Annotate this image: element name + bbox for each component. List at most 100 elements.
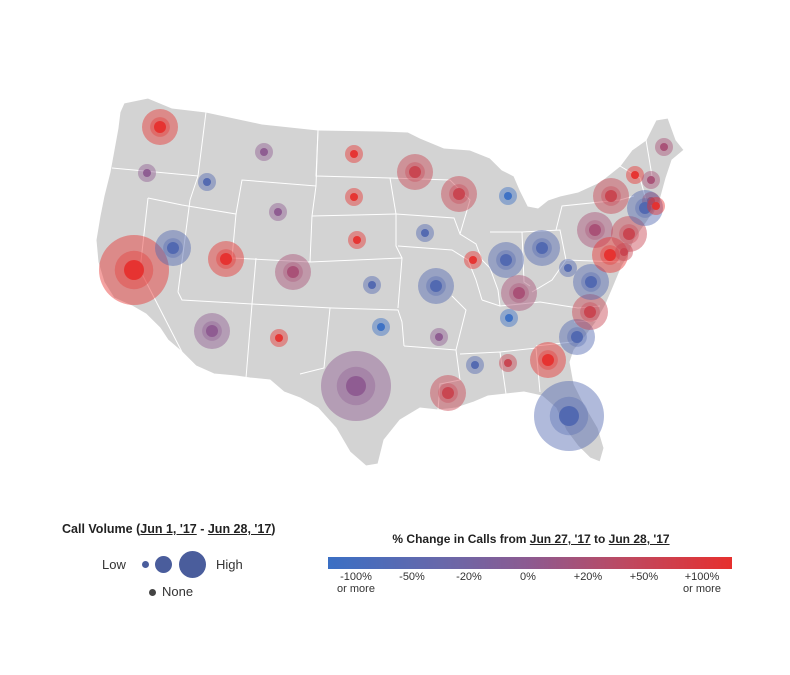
state-bubble[interactable] xyxy=(194,313,230,349)
state-bubble[interactable] xyxy=(255,143,273,161)
volume-low-label: Low xyxy=(102,557,126,572)
state-bubble[interactable] xyxy=(559,259,577,277)
state-bubble[interactable] xyxy=(611,216,647,252)
state-bubble-core xyxy=(124,260,144,280)
state-bubble-core xyxy=(453,188,465,200)
volume-high-dot xyxy=(179,551,206,578)
state-bubble[interactable] xyxy=(430,328,448,346)
state-bubble-core xyxy=(353,236,361,244)
percent-change-tick: +20% xyxy=(573,571,603,583)
state-bubble-core xyxy=(346,376,366,396)
volume-medium-dot xyxy=(155,556,172,573)
state-bubble[interactable] xyxy=(138,164,156,182)
state-borders xyxy=(111,111,653,411)
state-bubble-core xyxy=(542,354,554,366)
state-bubble-core xyxy=(584,306,596,318)
state-bubble[interactable] xyxy=(593,178,629,214)
call-volume-bubbles xyxy=(99,109,673,451)
state-bubble-core xyxy=(623,228,635,240)
state-bubble-core xyxy=(604,249,616,261)
state-bubble[interactable] xyxy=(572,294,608,330)
state-bubble[interactable] xyxy=(524,230,560,266)
state-bubble[interactable] xyxy=(499,187,517,205)
state-bubble-core xyxy=(274,208,282,216)
state-bubble-core xyxy=(504,192,512,200)
state-bubble[interactable] xyxy=(530,342,566,378)
state-bubble-core xyxy=(505,314,513,322)
state-bubble-core xyxy=(260,148,268,156)
percent-change-legend: % Change in Calls from Jun 27, '17 to Ju… xyxy=(326,532,736,612)
us-landmass xyxy=(95,97,685,467)
state-bubble[interactable] xyxy=(321,351,391,421)
state-bubble-core xyxy=(500,254,512,266)
call-volume-end-date: Jun 28, '17 xyxy=(207,522,272,536)
state-bubble-core xyxy=(442,387,454,399)
volume-low-dot xyxy=(142,561,149,568)
state-bubble-core xyxy=(287,266,299,278)
change-to-date: Jun 28, '17 xyxy=(608,532,670,546)
call-volume-legend-title: Call Volume (Jun 1, '17 - Jun 28, '17) xyxy=(62,522,276,536)
state-bubble-core xyxy=(203,178,211,186)
volume-none-label: None xyxy=(162,584,194,599)
percent-change-tick: -20% xyxy=(456,571,482,583)
state-bubble[interactable] xyxy=(363,276,381,294)
state-bubble-core xyxy=(513,287,525,299)
state-bubble[interactable] xyxy=(345,145,363,163)
state-bubble-core xyxy=(220,253,232,265)
state-bubble-core xyxy=(589,224,601,236)
state-bubble[interactable] xyxy=(627,190,663,226)
state-bubble[interactable] xyxy=(534,381,604,451)
state-bubble[interactable] xyxy=(501,275,537,311)
state-bubble[interactable] xyxy=(559,319,595,355)
state-bubble[interactable] xyxy=(647,197,665,215)
state-bubble-core xyxy=(660,143,668,151)
state-bubble[interactable] xyxy=(430,375,466,411)
state-bubble-core xyxy=(350,150,358,158)
state-bubble-core xyxy=(647,197,655,205)
state-bubble[interactable] xyxy=(418,268,454,304)
state-bubble-core xyxy=(206,325,218,337)
state-bubble[interactable] xyxy=(499,354,517,372)
state-bubble[interactable] xyxy=(99,235,169,305)
state-bubble-core xyxy=(585,276,597,288)
percent-change-legend-title: % Change in Calls from Jun 27, '17 to Ju… xyxy=(392,532,670,546)
state-bubble[interactable] xyxy=(416,224,434,242)
state-bubble[interactable] xyxy=(615,243,633,261)
state-bubble[interactable] xyxy=(466,356,484,374)
state-bubble-core xyxy=(559,406,579,426)
state-bubble-core xyxy=(421,229,429,237)
state-bubble[interactable] xyxy=(345,188,363,206)
state-bubble[interactable] xyxy=(500,309,518,327)
state-bubble-core xyxy=(143,169,151,177)
call-volume-start-date: Jun 1, '17 xyxy=(140,522,197,536)
state-bubble[interactable] xyxy=(269,203,287,221)
state-bubble[interactable] xyxy=(270,329,288,347)
state-bubble-core xyxy=(368,281,376,289)
state-bubble[interactable] xyxy=(142,109,178,145)
state-bubble[interactable] xyxy=(397,154,433,190)
state-bubble-core xyxy=(167,242,179,254)
state-bubble[interactable] xyxy=(626,166,644,184)
state-bubble-core xyxy=(639,202,651,214)
state-bubble[interactable] xyxy=(592,237,628,273)
state-bubble-core xyxy=(536,242,548,254)
state-bubble[interactable] xyxy=(642,171,660,189)
state-bubble[interactable] xyxy=(573,264,609,300)
call-volume-legend: Call Volume (Jun 1, '17 - Jun 28, '17) L… xyxy=(62,522,312,612)
state-bubble-core xyxy=(350,193,358,201)
state-bubble-core xyxy=(652,202,660,210)
state-bubble[interactable] xyxy=(441,176,477,212)
state-bubble[interactable] xyxy=(155,230,191,266)
state-bubble[interactable] xyxy=(208,241,244,277)
state-bubble[interactable] xyxy=(464,251,482,269)
state-bubble[interactable] xyxy=(198,173,216,191)
state-bubble[interactable] xyxy=(655,138,673,156)
state-bubble[interactable] xyxy=(348,231,366,249)
percent-change-tick: -50% xyxy=(399,571,425,583)
state-bubble[interactable] xyxy=(577,212,613,248)
state-bubble[interactable] xyxy=(275,254,311,290)
state-bubble-core xyxy=(564,264,572,272)
state-bubble[interactable] xyxy=(488,242,524,278)
state-bubble[interactable] xyxy=(372,318,390,336)
state-bubble-core xyxy=(377,323,385,331)
